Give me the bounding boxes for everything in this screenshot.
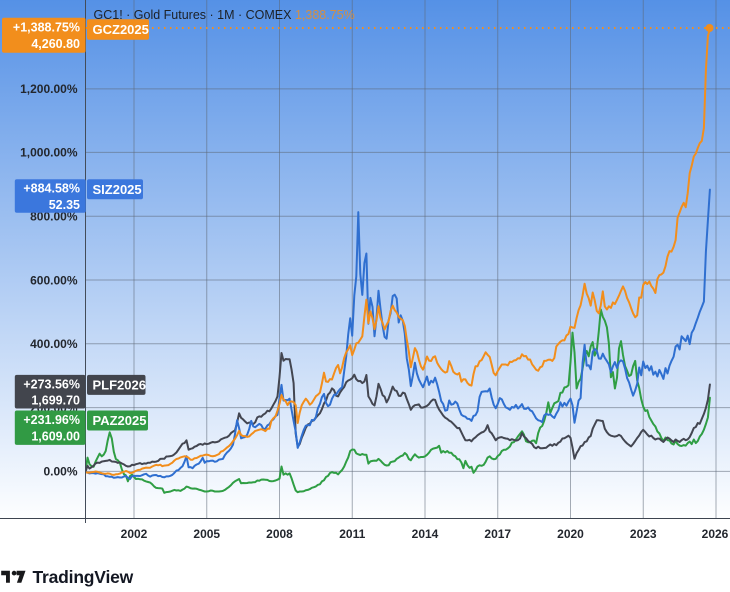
svg-text:PLF2026: PLF2026 xyxy=(93,377,146,392)
svg-text:SIZ2025: SIZ2025 xyxy=(93,182,142,197)
svg-text:+1,388.75%: +1,388.75% xyxy=(13,21,80,35)
svg-text:800.00%: 800.00% xyxy=(30,210,78,224)
svg-text:+231.96%: +231.96% xyxy=(23,413,80,427)
svg-text:1,609.00: 1,609.00 xyxy=(31,430,80,444)
svg-text:GCZ2025: GCZ2025 xyxy=(93,22,149,37)
svg-text:2011: 2011 xyxy=(339,527,365,541)
svg-text:GC1! · Gold Futures · 1M · COM: GC1! · Gold Futures · 1M · COMEX 1,388.7… xyxy=(94,8,355,22)
svg-text:TradingView: TradingView xyxy=(33,567,134,587)
svg-text:2002: 2002 xyxy=(121,527,148,541)
svg-text:1,000.00%: 1,000.00% xyxy=(20,146,78,160)
svg-text:1,200.00%: 1,200.00% xyxy=(20,82,78,96)
svg-text:2026: 2026 xyxy=(702,527,729,541)
svg-text:PAZ2025: PAZ2025 xyxy=(93,413,147,428)
svg-text:2017: 2017 xyxy=(484,527,511,541)
svg-text:2005: 2005 xyxy=(193,527,220,541)
svg-text:4,260.80: 4,260.80 xyxy=(31,37,80,51)
svg-text:600.00%: 600.00% xyxy=(30,273,78,287)
svg-text:0.00%: 0.00% xyxy=(43,465,77,479)
svg-text:52.35: 52.35 xyxy=(49,198,80,212)
svg-text:400.00%: 400.00% xyxy=(30,337,78,351)
svg-text:2023: 2023 xyxy=(630,527,657,541)
svg-text:+884.58%: +884.58% xyxy=(23,182,80,196)
svg-text:1,699.70: 1,699.70 xyxy=(31,394,80,408)
svg-text:2020: 2020 xyxy=(557,527,584,541)
svg-text:+273.56%: +273.56% xyxy=(23,377,80,391)
svg-text:2014: 2014 xyxy=(412,527,439,541)
svg-text:2008: 2008 xyxy=(266,527,293,541)
